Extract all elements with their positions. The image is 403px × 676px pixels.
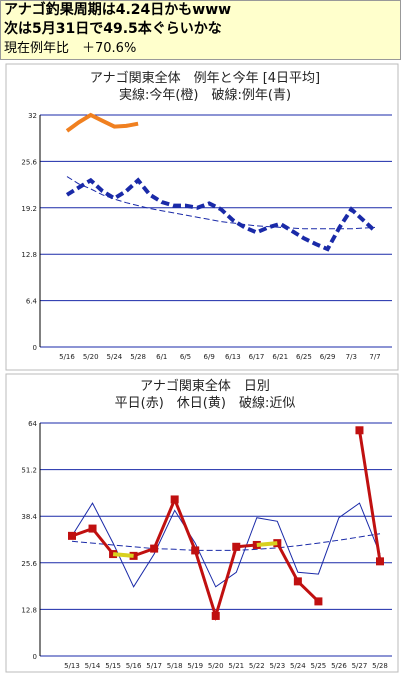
x-tick-label: 5/20 (83, 353, 99, 361)
chart-frame (5, 63, 399, 371)
x-tick-label: 5/23 (269, 662, 285, 670)
x-tick-label: 6/13 (225, 353, 241, 361)
y-tick-label: 32 (28, 112, 37, 120)
point-marker (109, 550, 118, 559)
point-marker (293, 577, 302, 586)
point-marker (170, 495, 179, 504)
y-tick-label: 25.6 (21, 560, 37, 568)
x-tick-label: 5/16 (126, 662, 142, 670)
y-tick-label: 19.2 (21, 205, 37, 213)
series-line (71, 430, 382, 622)
y-tick-label: 51.2 (21, 467, 37, 475)
point-marker (376, 557, 384, 566)
point-marker (88, 524, 97, 533)
x-tick-label: 5/28 (372, 662, 388, 670)
chart-title: アナゴ関東全体 日別 (140, 378, 270, 394)
point-marker (68, 531, 76, 540)
x-tick-label: 5/21 (228, 662, 244, 670)
header: アナゴ釣果周期は4.24日かもwww 次は5月31日で49.5本ぐらいかな 現在… (0, 0, 401, 60)
x-tick-label: 5/19 (187, 662, 203, 670)
series-line (71, 533, 381, 551)
point-marker (314, 597, 323, 606)
x-tick-label: 6/29 (320, 353, 336, 361)
series-line (66, 176, 376, 230)
x-tick-label: 5/25 (311, 662, 327, 670)
point-marker (355, 426, 364, 435)
y-tick-label: 25.6 (21, 158, 37, 166)
chart-title: アナゴ関東全体 例年と今年 [4日平均] (90, 70, 320, 86)
x-tick-label: 6/9 (204, 353, 215, 361)
y-tick-label: 0 (33, 344, 37, 352)
y-tick-label: 38.4 (21, 513, 37, 521)
x-tick-label: 5/16 (59, 353, 75, 361)
x-tick-label: 5/26 (331, 662, 347, 670)
header-line: アナゴ釣果周期は4.24日かもwww (4, 2, 232, 18)
series-line (65, 177, 377, 252)
y-tick-label: 12.8 (21, 606, 37, 614)
x-tick-label: 5/28 (130, 353, 146, 361)
x-tick-label: 5/20 (208, 662, 224, 670)
y-tick-label: 12.8 (21, 251, 37, 259)
x-tick-label: 6/21 (272, 353, 288, 361)
y-tick-label: 0 (33, 653, 37, 661)
x-tick-label: 7/3 (346, 353, 357, 361)
x-tick-label: 6/17 (249, 353, 265, 361)
x-tick-label: 7/7 (369, 353, 380, 361)
x-tick-label: 5/13 (64, 662, 80, 670)
y-tick-label: 6.4 (26, 298, 38, 306)
y-tick-label: 64 (28, 420, 37, 428)
x-tick-label: 5/18 (167, 662, 183, 670)
point-marker (191, 546, 200, 555)
x-tick-label: 5/15 (105, 662, 121, 670)
point-marker (232, 542, 241, 551)
header-line: 次は5月31日で49.5本ぐらいかな (4, 21, 222, 37)
x-tick-label: 5/17 (146, 662, 162, 670)
x-tick-label: 6/1 (156, 353, 167, 361)
point-marker (150, 544, 159, 553)
x-tick-label: 6/5 (180, 353, 191, 361)
chart-frame (5, 373, 399, 673)
chart-subtitle: 平日(赤) 休日(黄) 破線:近似 (115, 395, 296, 411)
x-tick-label: 5/22 (249, 662, 265, 670)
x-tick-label: 5/24 (290, 662, 306, 670)
point-marker (211, 611, 220, 620)
series-line (112, 541, 278, 558)
header-line: 現在例年比 ＋70.6% (4, 41, 137, 56)
chart-subtitle: 実線:今年(橙) 破線:例年(青) (119, 87, 291, 103)
point-marker (273, 539, 282, 548)
x-tick-label: 6/25 (296, 353, 312, 361)
series-line (65, 112, 139, 133)
x-tick-label: 5/24 (107, 353, 123, 361)
x-tick-label: 5/27 (352, 662, 368, 670)
x-tick-label: 5/14 (85, 662, 101, 670)
